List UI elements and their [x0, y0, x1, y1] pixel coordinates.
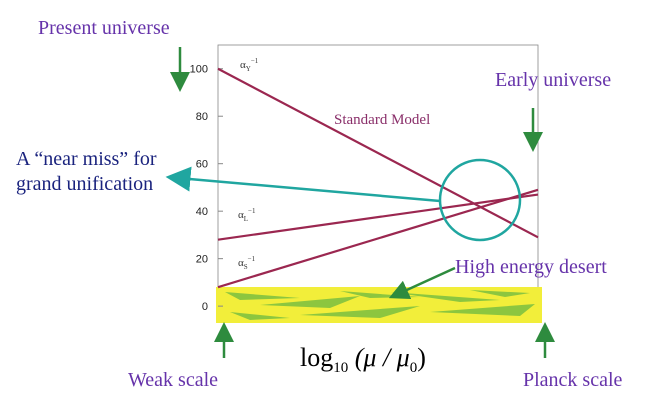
series-sup: −1	[251, 57, 259, 65]
x-axis-label: log10 (μ / μ0)	[300, 343, 426, 376]
series-line	[217, 193, 539, 241]
series-name: α	[238, 257, 244, 269]
y-tick-label: 60	[196, 159, 208, 171]
y-tick-label: 0	[202, 301, 208, 313]
early-label: Early universe	[495, 69, 611, 91]
series-sup: −1	[248, 207, 256, 215]
arrows	[170, 47, 555, 358]
desert-label: High energy desert	[455, 256, 607, 278]
series-label: αY−1	[240, 57, 259, 73]
series-sub: L	[244, 215, 248, 223]
series-sub: Y	[246, 65, 251, 73]
y-tick-label: 20	[196, 254, 208, 266]
series-label: αS−1	[238, 255, 256, 271]
y-tick-label: 40	[196, 206, 208, 218]
series-sup: −1	[248, 255, 256, 263]
model-label: Standard Model	[334, 112, 430, 128]
series-name: α	[240, 59, 246, 71]
near-miss-label: A “near miss” for	[16, 148, 157, 170]
y-tick-label: 100	[190, 64, 208, 76]
series-line	[217, 188, 539, 289]
near-miss-arrow	[165, 166, 441, 203]
near-miss-label: grand unification	[16, 173, 153, 195]
series-sub: S	[244, 263, 248, 271]
series-label: αL−1	[238, 207, 256, 223]
y-tick-label: 80	[196, 111, 208, 123]
desert-band	[216, 287, 542, 323]
planck-label: Planck scale	[523, 369, 623, 391]
series-name: α	[238, 209, 244, 221]
series-line	[217, 67, 539, 239]
present-label: Present universe	[38, 17, 170, 39]
weak-label: Weak scale	[128, 369, 218, 391]
